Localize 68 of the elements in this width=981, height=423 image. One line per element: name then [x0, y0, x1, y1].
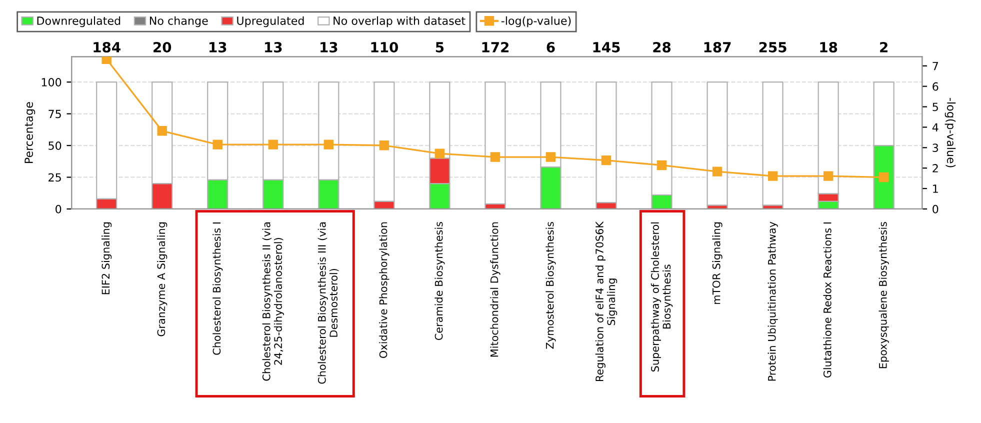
point — [546, 152, 556, 162]
text: 18 — [820, 42, 838, 52]
y-tick-label: 25 — [48, 173, 61, 182]
x-tick-label: Glutathione Redox Reactions I — [823, 222, 832, 378]
bar — [762, 82, 784, 206]
y-tick-label: 75 — [48, 110, 61, 118]
bar — [484, 82, 506, 204]
point — [490, 152, 500, 162]
point — [212, 140, 222, 150]
point — [434, 148, 445, 158]
x-tick-label: EIF2 Signaling — [102, 222, 112, 294]
legend-label: No overlap with dataset — [334, 16, 466, 28]
x-tick-label: Zymosterol Biosynthesis — [546, 222, 556, 349]
text: 187 — [704, 42, 731, 52]
text: 20 — [154, 42, 172, 52]
point — [712, 166, 722, 176]
legend-label: Downregulated — [37, 16, 120, 28]
point — [601, 155, 612, 166]
x-tick-label: Cholesterol Biosynthesis III (via Desmosterol) — [318, 222, 339, 384]
x-tick-label: mTOR Signaling — [712, 222, 722, 304]
text: 145 — [593, 42, 620, 52]
text: 13 — [265, 42, 282, 52]
text: 172 — [482, 42, 508, 52]
text: 13 — [320, 42, 338, 52]
point — [102, 56, 112, 64]
y2-tick-label: 2 — [932, 164, 938, 172]
y2-tick-label: 5 — [932, 102, 938, 112]
point — [823, 171, 834, 181]
x-tick-label: Cholesterol Biosynthesis II (via 24,25-dihydrolanosterol) — [262, 222, 284, 381]
text: 13 — [210, 42, 226, 52]
legend-label: No change — [150, 16, 208, 28]
text: 28 — [653, 42, 671, 52]
point — [379, 140, 390, 150]
y2-tick-label: 1 — [933, 184, 938, 193]
y2-tick-label: 0 — [932, 204, 938, 214]
y2-tick-label: 3 — [932, 144, 938, 152]
bar — [706, 82, 728, 206]
text: 2 — [880, 42, 888, 52]
y-axis-title: Percentage — [24, 102, 36, 163]
x-tick-label: Oxidative Phosphorylation — [379, 222, 390, 358]
x-tick-label: Superpathway of Cholesterol Biosynthesis — [650, 222, 673, 372]
point — [324, 140, 334, 150]
y2-tick-label: 4 — [932, 123, 938, 132]
x-tick-label: Regulation of eIF4 and p70S6K Signaling — [595, 221, 618, 381]
y-tick-label: 0 — [56, 204, 62, 214]
text: 184 — [94, 42, 120, 52]
text: 6 — [546, 42, 555, 52]
x-tick-label: Mitochondrial Dysfunction — [490, 222, 500, 357]
text: 110 — [371, 42, 398, 52]
x-tick-label: Protein Ubiquitination Pathway — [768, 222, 778, 381]
point — [878, 172, 889, 182]
x-tick-label: Cholesterol Biosynthesis I — [212, 222, 223, 355]
x-tick-label: Granzyme A Signaling — [157, 222, 168, 336]
point — [656, 160, 667, 170]
point — [768, 171, 778, 181]
point — [268, 140, 278, 150]
text: 255 — [759, 42, 786, 52]
x-tick-label: Ceramide Biosynthesis — [434, 222, 445, 340]
y2-axis-title: -log(p-value) — [944, 98, 956, 168]
x-tick-label: Epoxysqualene Biosynthesis — [878, 222, 889, 368]
point — [157, 126, 167, 136]
y2-tick-label: 7 — [932, 62, 938, 70]
text: 5 — [436, 42, 444, 52]
y2-tick-label: 6 — [932, 82, 938, 91]
legend-label: -log(p-value) — [501, 16, 571, 28]
y-tick-label: 50 — [48, 141, 62, 150]
y-tick-label: 100 — [42, 78, 62, 86]
legend-label: Upregulated — [237, 16, 304, 28]
